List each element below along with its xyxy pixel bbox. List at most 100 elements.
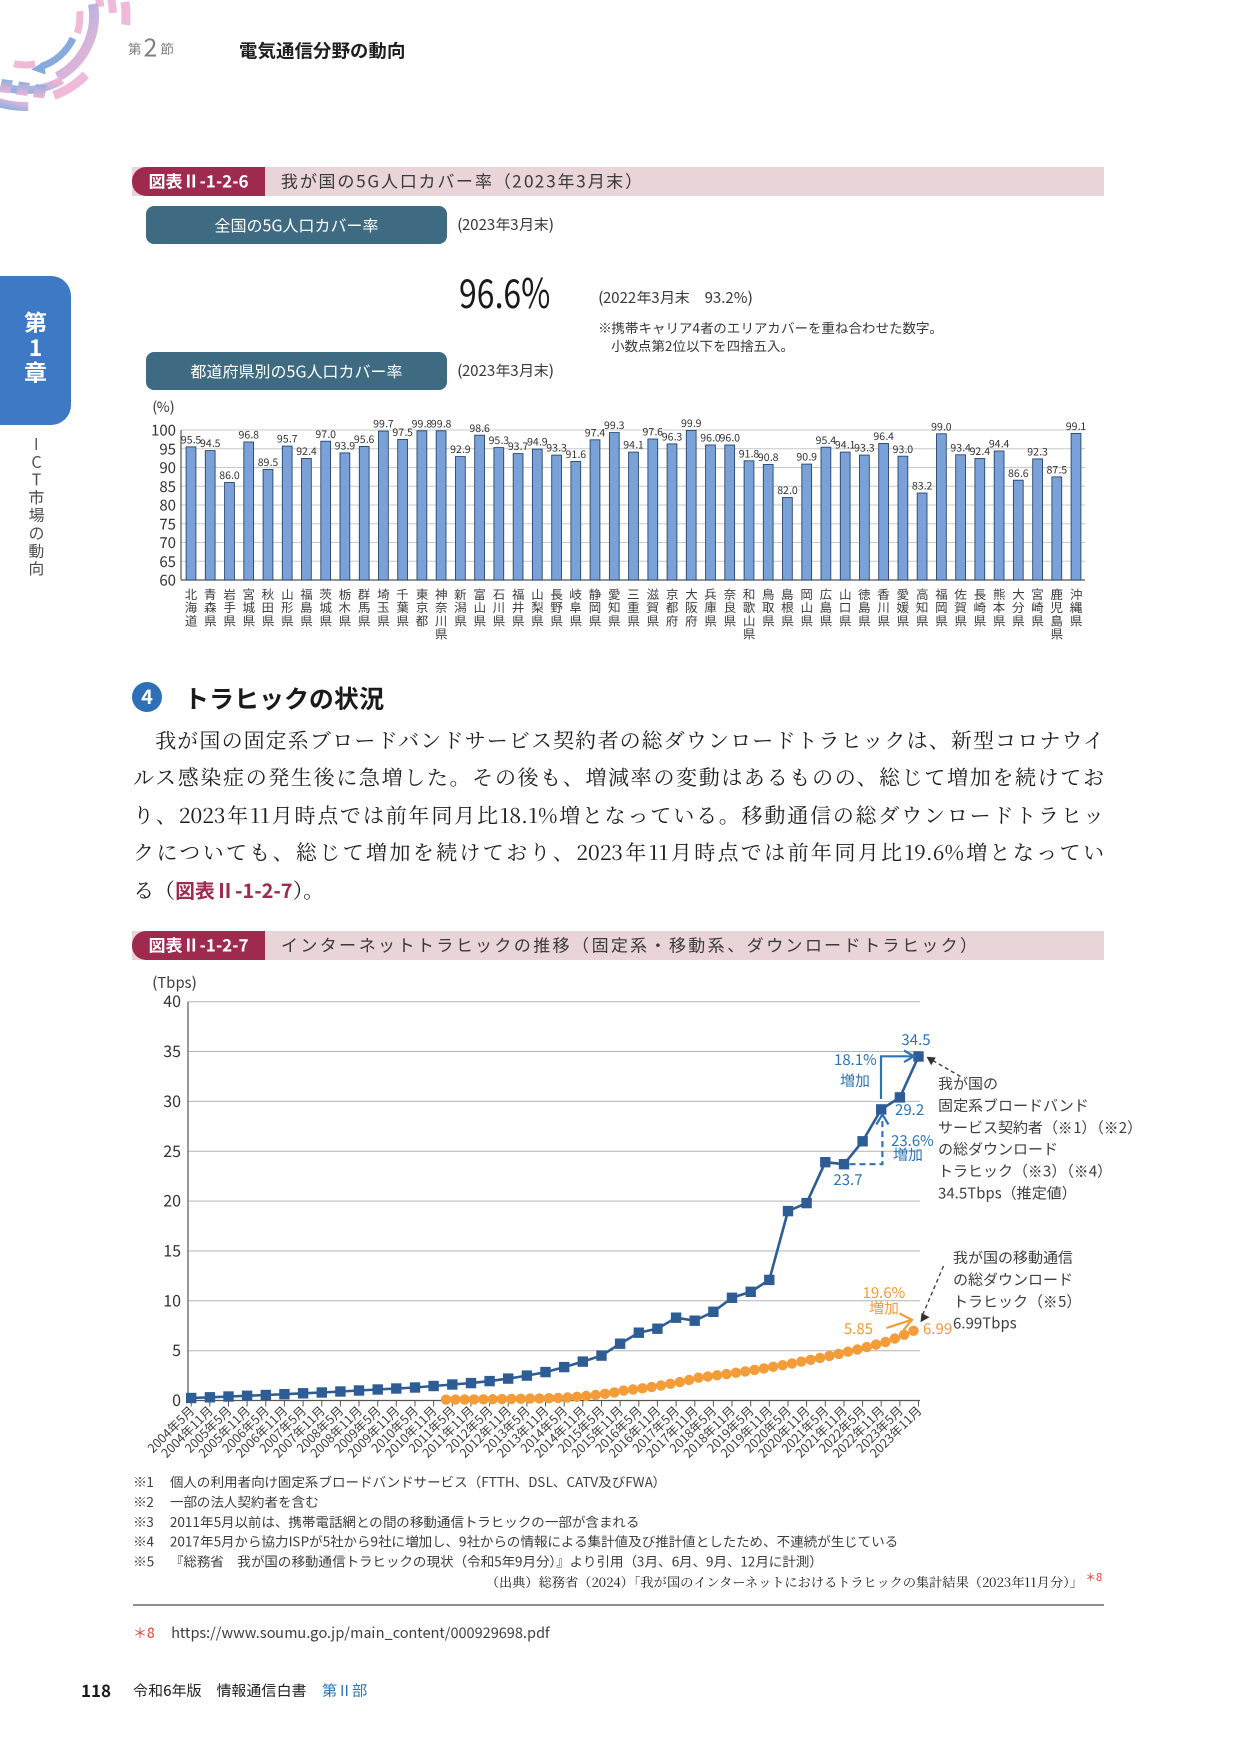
svg-text:20: 20 (163, 1188, 181, 1212)
svg-text:25: 25 (163, 1138, 181, 1162)
svg-text:92.9: 92.9 (450, 442, 471, 457)
svg-text:82.0: 82.0 (777, 483, 798, 498)
svg-text:三重県: 三重県 (627, 584, 640, 630)
svg-text:89.5: 89.5 (258, 455, 279, 470)
svg-text:第: 第 (24, 304, 47, 338)
svg-text:94.4: 94.4 (989, 437, 1010, 452)
svg-text:86.0: 86.0 (219, 468, 240, 483)
svg-text:90.8: 90.8 (758, 450, 779, 465)
svg-text:65: 65 (159, 551, 176, 572)
svg-text:(%): (%) (152, 397, 175, 417)
svg-text:97.5: 97.5 (392, 425, 413, 440)
svg-text:佐賀県: 佐賀県 (954, 584, 967, 630)
svg-text:(2023年3月末): (2023年3月末) (457, 214, 554, 235)
svg-text:29.2: 29.2 (895, 1099, 924, 1120)
svg-text:山梨県: 山梨県 (531, 584, 544, 630)
svg-text:徳島県: 徳島県 (858, 584, 871, 630)
svg-text:鳥取県: 鳥取県 (762, 584, 775, 630)
svg-text:岐阜県: 岐阜県 (569, 584, 583, 630)
svg-text:第: 第 (128, 38, 142, 58)
svg-text:91.8: 91.8 (739, 446, 760, 461)
svg-text:5.85: 5.85 (844, 1318, 873, 1339)
svg-text:99.8: 99.8 (412, 416, 433, 431)
svg-text:神奈川県: 神奈川県 (434, 584, 448, 643)
svg-text:35: 35 (163, 1038, 181, 1062)
svg-text:99.1: 99.1 (1066, 419, 1087, 434)
svg-text:増加: 増加 (840, 1070, 870, 1091)
svg-text:兵庫県: 兵庫県 (704, 584, 717, 630)
svg-text:19.6%: 19.6% (863, 1282, 906, 1303)
svg-text:宮崎県: 宮崎県 (1031, 584, 1044, 630)
svg-text:90: 90 (159, 457, 176, 478)
svg-text:93.4: 93.4 (950, 440, 971, 455)
svg-text:福島県: 福島県 (299, 584, 313, 630)
svg-text:『総務省 我が国の移動通信トラヒックの現状（令和5年9月分）: 『総務省 我が国の移動通信トラヒックの現状（令和5年9月分）』より引用（3月、6… (170, 1550, 823, 1570)
svg-text:40: 40 (163, 988, 181, 1012)
svg-text:96.6%: 96.6% (459, 263, 551, 320)
svg-text:熊本県: 熊本県 (993, 584, 1006, 630)
svg-text:96.8: 96.8 (238, 428, 259, 443)
svg-text:T: T (32, 467, 42, 491)
svg-text:6.99Tbps: 6.99Tbps (953, 1313, 1017, 1334)
svg-text:C: C (31, 449, 41, 473)
svg-text:増加: 増加 (893, 1144, 923, 1165)
svg-text:(Tbps): (Tbps) (152, 972, 197, 993)
svg-text:京都府: 京都府 (665, 584, 679, 630)
svg-text:93.9: 93.9 (335, 438, 356, 453)
svg-text:愛媛県: 愛媛県 (897, 584, 910, 630)
svg-text:小数点第2位以下を四捨五入。: 小数点第2位以下を四捨五入。 (611, 335, 794, 355)
svg-text:茨城県: 茨城県 (319, 584, 332, 630)
svg-text:85: 85 (159, 476, 176, 497)
svg-text:全国の5G人口カバー率: 全国の5G人口カバー率 (215, 213, 379, 237)
svg-text:99.7: 99.7 (373, 417, 394, 432)
svg-text:増加: 増加 (869, 1298, 899, 1319)
svg-text:トラヒック（※3）（※4）: トラヒック（※3）（※4） (938, 1161, 1112, 1182)
svg-text:＊8: ＊8 (1085, 1569, 1102, 1585)
svg-text:青森県: 青森県 (204, 584, 217, 630)
svg-text:富山県: 富山県 (473, 584, 486, 630)
svg-text:我が国の5G人口カバー率（2023年3月末）: 我が国の5G人口カバー率（2023年3月末） (281, 168, 644, 193)
svg-text:福岡県: 福岡県 (934, 584, 948, 630)
svg-text:北海道: 北海道 (185, 584, 198, 630)
svg-text:96.0: 96.0 (719, 431, 740, 446)
svg-text:96.0: 96.0 (700, 431, 721, 446)
svg-text:香川県: 香川県 (877, 584, 890, 630)
svg-text:節: 節 (161, 38, 175, 58)
svg-text:都道府県別の5G人口カバー率: 都道府県別の5G人口カバー率 (191, 359, 403, 383)
svg-text:95.6: 95.6 (354, 432, 375, 447)
svg-text:2011年5月以前は、携帯電話網との間の移動通信トラヒックの: 2011年5月以前は、携帯電話網との間の移動通信トラヒックの一部が含まれる (170, 1511, 639, 1531)
svg-text:図表Ⅱ-1-2-6: 図表Ⅱ-1-2-6 (149, 168, 249, 193)
svg-text:大分県: 大分県 (1012, 584, 1025, 630)
svg-text:99.3: 99.3 (604, 418, 625, 433)
svg-text:94.9: 94.9 (527, 435, 548, 450)
svg-text:93.0: 93.0 (893, 442, 914, 457)
svg-text:※5: ※5 (133, 1550, 154, 1570)
svg-text:118: 118 (81, 1677, 111, 1702)
svg-text:100: 100 (151, 420, 176, 441)
svg-text:15: 15 (163, 1237, 181, 1261)
svg-text:95.3: 95.3 (489, 433, 510, 448)
svg-text:92.3: 92.3 (1027, 444, 1048, 459)
svg-text:97.4: 97.4 (585, 425, 606, 440)
svg-text:87.5: 87.5 (1047, 462, 1068, 477)
svg-text:80: 80 (159, 495, 176, 516)
svg-text:98.6: 98.6 (469, 421, 490, 436)
svg-text:石川県: 石川県 (493, 584, 506, 630)
svg-text:95.4: 95.4 (816, 433, 837, 448)
svg-text:鹿児島県: 鹿児島県 (1051, 584, 1064, 643)
svg-text:（出典）総務省（2024）「我が国のインターネットにおけるト: （出典）総務省（2024）「我が国のインターネットにおけるトラヒックの集計結果（… (486, 1572, 1083, 1591)
svg-text:※1: ※1 (133, 1471, 154, 1491)
svg-text:山口県: 山口県 (839, 584, 852, 630)
svg-text:2017年5月から協力ISPが5社から9社に増加し、9社から: 2017年5月から協力ISPが5社から9社に増加し、9社からの情報による集計値及… (170, 1531, 898, 1551)
svg-text:岩手県: 岩手県 (223, 584, 236, 630)
svg-text:94.1: 94.1 (835, 438, 856, 453)
svg-text:34.5: 34.5 (901, 1029, 930, 1050)
svg-text:10: 10 (163, 1287, 181, 1311)
svg-text:※携帯キャリア4者のエリアカバーを重ね合わせた数字。: ※携帯キャリア4者のエリアカバーを重ね合わせた数字。 (598, 317, 943, 337)
svg-text:高知県: 高知県 (916, 584, 929, 630)
svg-text:95: 95 (159, 438, 176, 459)
svg-text:75: 75 (159, 513, 176, 534)
svg-text:山形県: 山形県 (281, 584, 294, 630)
svg-text:99.8: 99.8 (431, 416, 452, 431)
svg-text:96.3: 96.3 (662, 429, 683, 444)
